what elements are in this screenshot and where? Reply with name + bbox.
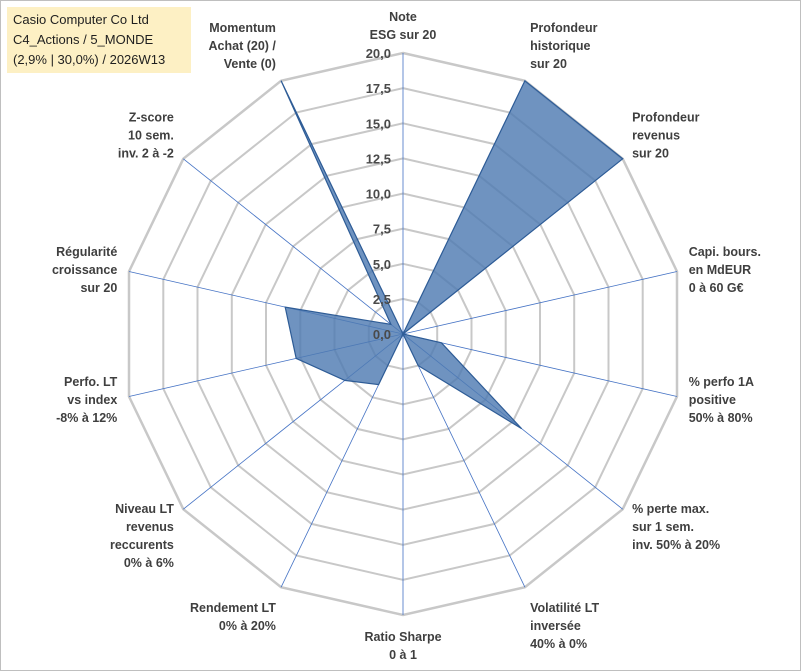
radar-axis-labels: Note ESG sur 20 Profondeur historique sur 20… <box>52 10 761 662</box>
axis-label: % perte max. sur 1 sem. inv. 50% à 20% <box>632 502 720 552</box>
tick-label: 17,5 <box>366 81 391 96</box>
axis-label: % perfo 1A positive 50% à 80% <box>689 375 754 425</box>
axis-label: Rendement LT 0% à 20% <box>190 601 276 633</box>
tick-label: 7,5 <box>373 222 391 237</box>
tick-label: 12,5 <box>366 151 391 166</box>
axis-label: Capi. bours. en MdEUR 0 à 60 G€ <box>689 245 761 295</box>
spoke-line <box>402 333 678 397</box>
spoke-line <box>183 158 404 335</box>
chart-title-category: C4_Actions / 5_MONDE <box>13 32 154 47</box>
radar-tick-labels: 0,0 2,5 5,0 7,5 10,0 12,5 15,0 17,5 20,0 <box>366 46 391 342</box>
axis-label: Régularité croissance sur 20 <box>52 245 117 295</box>
tick-label: 20,0 <box>366 46 391 61</box>
radar-series <box>280 79 624 430</box>
axis-label: Niveau LT revenus reccurents 0% à 6% <box>110 502 174 570</box>
series-area <box>280 79 624 430</box>
chart-title-box: Casio Computer Co Ltd C4_Actions / 5_MON… <box>7 7 191 73</box>
axis-label: Momentum Achat (20) / Vente (0) <box>209 21 277 71</box>
axis-label: Perfo. LT vs index -8% à 12% <box>56 375 118 425</box>
axis-label: Ratio Sharpe 0 à 1 <box>364 630 441 662</box>
axis-label: Profondeur revenus sur 20 <box>632 110 699 160</box>
chart-title-company: Casio Computer Co Ltd <box>13 12 149 27</box>
tick-label: 5,0 <box>373 257 391 272</box>
tick-label: 10,0 <box>366 187 391 202</box>
spoke-line <box>402 333 526 588</box>
chart-title-params: (2,9% | 30,0%) / 2026W13 <box>13 52 166 67</box>
tick-label: 15,0 <box>366 116 391 131</box>
spoke-line <box>402 271 678 335</box>
tick-label: 2,5 <box>373 292 391 307</box>
tick-label: 0,0 <box>373 327 391 342</box>
axis-label: Note ESG sur 20 <box>370 10 437 42</box>
axis-label: Volatilité LT inversée 40% à 0% <box>530 601 599 651</box>
axis-label: Z-score 10 sem. inv. 2 à -2 <box>118 110 174 160</box>
axis-label: Profondeur historique sur 20 <box>530 21 597 71</box>
